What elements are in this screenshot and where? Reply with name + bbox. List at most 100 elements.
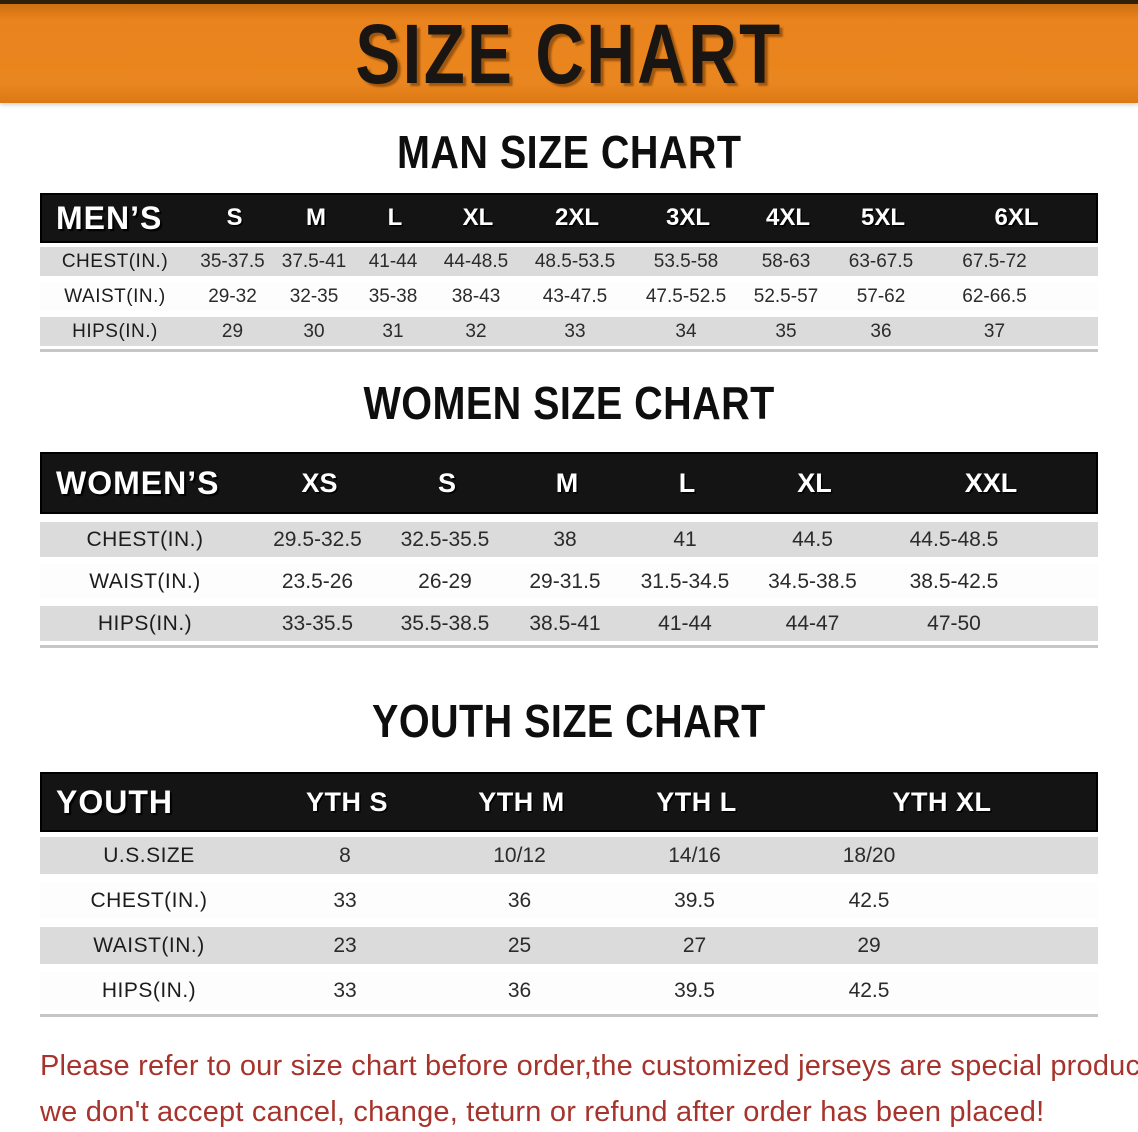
men-corner-label: MEN’S bbox=[56, 199, 163, 236]
table-cell: 39.5 bbox=[674, 888, 715, 912]
column-header: XXL bbox=[964, 467, 1018, 498]
table-cell: 42.5 bbox=[848, 978, 890, 1002]
table-cell: 37.5-41 bbox=[281, 250, 347, 272]
table-cell: 67.5-72 bbox=[962, 250, 1027, 272]
column-header: YTH XL bbox=[892, 786, 992, 817]
table-cell: 38.5-42.5 bbox=[909, 569, 999, 593]
column-header: L bbox=[387, 204, 403, 231]
row-label: WAIST(IN.) bbox=[89, 569, 201, 593]
table-cell: 48.5-53.5 bbox=[534, 250, 616, 272]
men-table-header-row: MEN’S S M L XL 2XL 3XL 4XL 5XL 6XL bbox=[40, 193, 1098, 243]
table-cell: 33 bbox=[333, 978, 357, 1002]
table-cell: 37 bbox=[983, 320, 1006, 342]
table-cell: 44.5 bbox=[792, 527, 833, 551]
youth-corner-label: YOUTH bbox=[56, 783, 173, 820]
table-cell: 44-47 bbox=[785, 611, 840, 635]
table-cell: 23 bbox=[333, 933, 357, 957]
table-row: WAIST(IN.) 29-32 32-35 35-38 38-43 43-47.5 47.… bbox=[40, 282, 1098, 311]
women-table-header-row: WOMEN’S XS S M L XL XXL bbox=[40, 452, 1098, 514]
table-row: HIPS(IN.) 33-35.5 35.5-38.5 38.5-41 41-44 44-… bbox=[40, 606, 1098, 641]
row-label: HIPS(IN.) bbox=[97, 611, 193, 635]
row-label: CHEST(IN.) bbox=[61, 250, 169, 272]
table-cell: 35 bbox=[775, 320, 797, 342]
table-cell: 36 bbox=[507, 978, 532, 1002]
column-header: 3XL bbox=[665, 204, 710, 231]
banner-title: SIZE CHART bbox=[355, 6, 783, 101]
men-section-heading-text: MAN SIZE CHART bbox=[396, 126, 742, 178]
table-cell: 27 bbox=[682, 933, 707, 957]
youth-size-table: YOUTH YTH S YTH M YTH L YTH XL U.S.SIZE 8 10/1… bbox=[40, 772, 1098, 1009]
men-size-table: MEN’S S M L XL 2XL 3XL 4XL 5XL 6XL CHEST(IN.) 35-3… bbox=[40, 193, 1098, 346]
youth-section-heading-text: YOUTH SIZE CHART bbox=[372, 695, 766, 747]
row-label: U.S.SIZE bbox=[103, 843, 195, 867]
table-cell: 47-50 bbox=[927, 611, 981, 635]
column-header: 4XL bbox=[765, 204, 810, 231]
table-row: CHEST(IN.) 29.5-32.5 32.5-35.5 38 41 44.5 44.5… bbox=[40, 522, 1098, 557]
column-header: S bbox=[437, 467, 456, 498]
size-chart-banner: SIZE CHART bbox=[0, 0, 1138, 103]
table-cell: 35.5-38.5 bbox=[400, 611, 490, 635]
table-cell: 18/20 bbox=[842, 843, 896, 867]
column-header: YTH M bbox=[478, 786, 565, 817]
disclaimer-note: Please refer to our size chart before or… bbox=[40, 1043, 1138, 1132]
table-cell: 44.5-48.5 bbox=[909, 527, 999, 551]
table-cell: 42.5 bbox=[848, 888, 890, 912]
table-cell: 31 bbox=[382, 320, 404, 342]
table-cell: 38.5-41 bbox=[529, 611, 601, 635]
row-label: WAIST(IN.) bbox=[93, 933, 205, 957]
column-header: YTH L bbox=[656, 786, 737, 817]
disclaimer-line-2: we don't accept cancel, change, teturn o… bbox=[40, 1096, 1045, 1128]
table-cell: 36 bbox=[870, 320, 892, 342]
table-cell: 43-47.5 bbox=[542, 285, 608, 307]
men-table-bottom-border bbox=[40, 349, 1098, 352]
table-cell: 47.5-52.5 bbox=[645, 285, 727, 307]
table-cell: 39.5 bbox=[674, 978, 715, 1002]
row-label: HIPS(IN.) bbox=[101, 978, 197, 1002]
table-cell: 41-44 bbox=[368, 250, 418, 272]
table-cell: 32-35 bbox=[289, 285, 339, 307]
men-section-heading: MAN SIZE CHART bbox=[0, 127, 1138, 177]
table-cell: 62-66.5 bbox=[962, 285, 1027, 307]
table-row: WAIST(IN.) 23.5-26 26-29 29-31.5 31.5-34.5 34… bbox=[40, 564, 1098, 599]
table-cell: 41-44 bbox=[658, 611, 712, 635]
women-corner-label: WOMEN’S bbox=[56, 464, 220, 501]
youth-table-bottom-border bbox=[40, 1014, 1098, 1017]
table-cell: 33 bbox=[564, 320, 586, 342]
table-row: HIPS(IN.) 33 36 39.5 42.5 bbox=[40, 972, 1098, 1009]
table-cell: 33 bbox=[333, 888, 357, 912]
table-cell: 26-29 bbox=[418, 569, 472, 593]
column-header: M bbox=[306, 204, 326, 231]
table-cell: 58-63 bbox=[761, 250, 811, 272]
table-cell: 29 bbox=[857, 933, 881, 957]
column-header: 2XL bbox=[554, 204, 599, 231]
table-row: CHEST(IN.) 33 36 39.5 42.5 bbox=[40, 882, 1098, 919]
table-cell: 32 bbox=[465, 320, 487, 342]
table-cell: 25 bbox=[507, 933, 532, 957]
table-cell: 30 bbox=[303, 320, 325, 342]
women-section-heading: WOMEN SIZE CHART bbox=[0, 378, 1138, 428]
table-cell: 35-37.5 bbox=[200, 250, 265, 272]
table-cell: 34.5-38.5 bbox=[768, 569, 857, 593]
women-section-heading-text: WOMEN SIZE CHART bbox=[363, 377, 775, 429]
table-row: U.S.SIZE 8 10/12 14/16 18/20 bbox=[40, 837, 1098, 874]
table-cell: 29.5-32.5 bbox=[273, 527, 362, 551]
table-cell: 14/16 bbox=[668, 843, 721, 867]
table-cell: 38-43 bbox=[451, 285, 501, 307]
table-row: HIPS(IN.) 29 30 31 32 33 34 35 36 37 bbox=[40, 317, 1098, 346]
table-cell: 29-32 bbox=[208, 285, 257, 307]
youth-section-heading: YOUTH SIZE CHART bbox=[0, 696, 1138, 746]
youth-table-header-row: YOUTH YTH S YTH M YTH L YTH XL bbox=[40, 772, 1098, 832]
table-cell: 8 bbox=[339, 843, 351, 867]
women-size-table: WOMEN’S XS S M L XL XXL CHEST(IN.) 29.5-32.5 32.… bbox=[40, 452, 1098, 641]
column-header: 5XL bbox=[860, 204, 905, 231]
table-cell: 44-48.5 bbox=[443, 250, 509, 272]
column-header: XL bbox=[462, 204, 494, 231]
row-label: HIPS(IN.) bbox=[72, 320, 158, 342]
table-cell: 32.5-35.5 bbox=[400, 527, 490, 551]
column-header: M bbox=[555, 467, 579, 498]
column-header: L bbox=[678, 467, 696, 498]
column-header: XS bbox=[301, 467, 338, 498]
column-header: XL bbox=[797, 467, 832, 498]
column-header: 6XL bbox=[994, 204, 1039, 231]
table-cell: 41 bbox=[673, 527, 697, 551]
